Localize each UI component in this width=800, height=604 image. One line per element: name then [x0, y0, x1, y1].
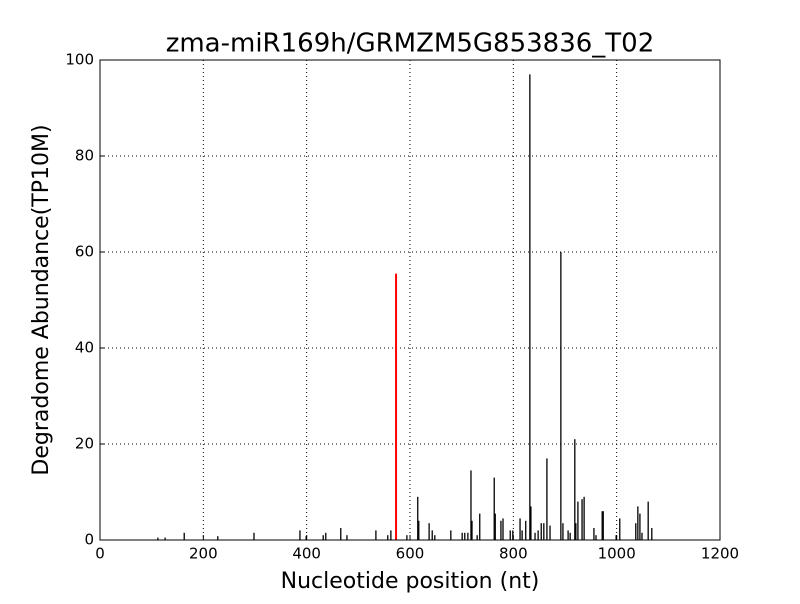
y-axis-label: Degradome Abundance(TP10M) [29, 124, 54, 475]
x-tick-label: 800 [499, 545, 528, 563]
y-tick-label: 80 [75, 147, 94, 165]
x-axis-label: Nucleotide position (nt) [281, 569, 540, 594]
x-tick-label: 1000 [598, 545, 636, 563]
x-tick-label: 1200 [701, 545, 739, 563]
y-tick-label: 0 [84, 531, 94, 549]
x-tick-label: 400 [292, 545, 321, 563]
y-tick-label: 100 [65, 51, 94, 69]
y-tick-label: 40 [75, 339, 94, 357]
y-tick-label: 60 [75, 243, 94, 261]
x-tick-label: 600 [396, 545, 425, 563]
x-tick-label: 0 [95, 545, 105, 563]
chart-title: zma-miR169h/GRMZM5G853836_T02 [166, 29, 655, 59]
plot-frame [99, 59, 721, 541]
y-tick-label: 20 [75, 435, 94, 453]
x-tick-label: 200 [189, 545, 218, 563]
